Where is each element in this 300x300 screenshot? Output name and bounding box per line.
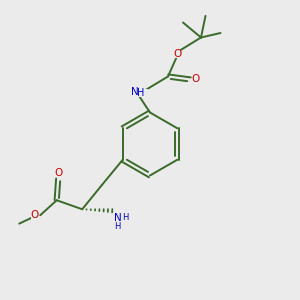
Text: H: H xyxy=(137,88,145,98)
Text: H: H xyxy=(122,213,128,222)
Bar xyxy=(192,76,200,83)
Bar xyxy=(134,89,148,97)
Bar xyxy=(54,169,62,177)
Text: N: N xyxy=(130,87,138,98)
Text: N: N xyxy=(114,213,122,223)
Text: H: H xyxy=(114,222,120,231)
Text: O: O xyxy=(173,49,181,59)
Text: O: O xyxy=(54,168,62,178)
Text: O: O xyxy=(31,210,39,220)
Text: O: O xyxy=(192,74,200,85)
Bar xyxy=(31,212,39,219)
Bar xyxy=(173,50,181,58)
